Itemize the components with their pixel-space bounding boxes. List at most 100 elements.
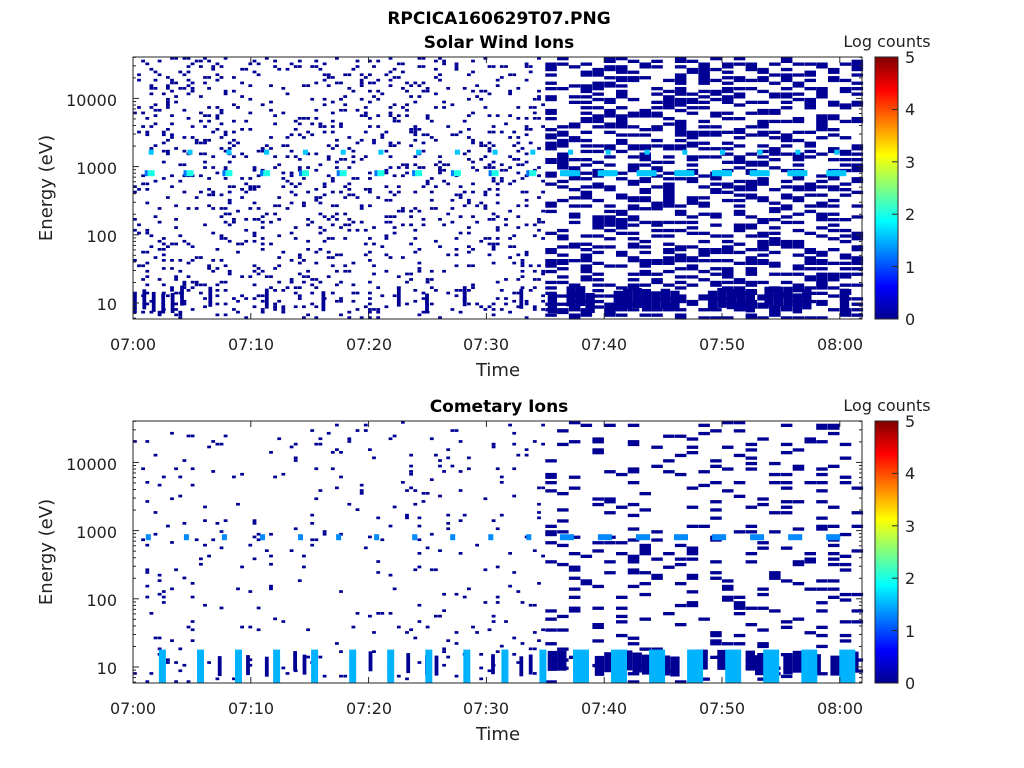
heatmap-cell [828, 426, 840, 430]
heatmap-cell [839, 592, 852, 597]
heatmap-cell [351, 299, 356, 303]
heatmap-cell [359, 158, 364, 161]
heatmap-cell [297, 166, 302, 169]
heatmap-cell [636, 534, 650, 541]
heatmap-cell [604, 500, 616, 504]
heatmap-cell [757, 502, 769, 507]
heatmap-cell [851, 100, 864, 104]
heatmap-cell [368, 614, 372, 618]
heatmap-cell [289, 171, 294, 175]
heatmap-cell [592, 92, 604, 96]
heatmap-cell [311, 649, 319, 683]
heatmap-cell [613, 290, 623, 311]
heatmap-cell [252, 269, 257, 273]
heatmap-cell [528, 141, 533, 145]
heatmap-cell [557, 650, 567, 671]
heatmap-cell [639, 571, 651, 575]
heatmap-cell [780, 579, 793, 583]
heatmap-cell [158, 649, 166, 683]
heatmap-cell [616, 106, 628, 110]
heatmap-cell [194, 207, 199, 210]
heatmap-cell [392, 294, 397, 298]
heatmap-cell [161, 590, 166, 593]
heatmap-cell [757, 76, 769, 80]
heatmap-cell [236, 299, 240, 303]
heatmap-cell [208, 286, 213, 307]
heatmap-cell [804, 552, 816, 556]
heatmap-cell [178, 669, 183, 673]
x-tick-label: 07:00 [110, 335, 156, 354]
heatmap-cell [745, 292, 755, 313]
heatmap-cell [568, 283, 581, 287]
heatmap-cell [322, 532, 327, 536]
heatmap-cell [157, 59, 162, 63]
heatmap-cell [409, 464, 413, 468]
heatmap-cell [219, 76, 224, 79]
heatmap-cell [839, 103, 852, 107]
heatmap-cell [219, 234, 224, 238]
heatmap-cell [495, 182, 500, 186]
heatmap-cell [149, 672, 154, 675]
heatmap-cell [269, 275, 273, 278]
heatmap-cell [491, 654, 495, 675]
heatmap-cell [604, 144, 616, 148]
heatmap-cell [651, 87, 663, 91]
heatmap-cell [828, 505, 840, 509]
heatmap-cell [219, 237, 224, 240]
heatmap-cell [604, 147, 616, 151]
heatmap-cell [557, 185, 569, 189]
heatmap-cell [828, 218, 840, 222]
heatmap-cell [285, 672, 290, 675]
heatmap-cell [335, 269, 339, 273]
heatmap-cell [252, 59, 257, 63]
heatmap-cell [524, 190, 529, 194]
heatmap-cell [616, 595, 628, 599]
heatmap-cell [145, 133, 150, 137]
heatmap-cell [491, 248, 496, 251]
heatmap-cell [240, 67, 244, 71]
heatmap-cell [434, 655, 439, 676]
heatmap-cell [442, 59, 446, 63]
heatmap-cell [674, 177, 687, 181]
heatmap-cell [302, 259, 306, 262]
heatmap-cell [141, 538, 145, 542]
heatmap-cell [487, 147, 492, 150]
heatmap-cell [804, 267, 816, 271]
heatmap-cell [745, 193, 758, 197]
heatmap-cell [330, 177, 335, 180]
heatmap-cell [417, 248, 422, 251]
heatmap-cell [792, 212, 805, 216]
heatmap-cell [757, 218, 769, 222]
heatmap-cell [491, 261, 496, 265]
heatmap-cell [178, 494, 183, 498]
heatmap-cell [318, 437, 323, 441]
heatmap-cell [462, 286, 467, 307]
heatmap-cell [769, 511, 781, 515]
heatmap-cell [804, 278, 816, 282]
heatmap-cell [384, 198, 389, 202]
heatmap-cell [792, 245, 805, 249]
heatmap-cell [745, 267, 758, 271]
heatmap-cell [698, 294, 710, 298]
heatmap-cell [545, 95, 557, 99]
heatmap-cell [722, 445, 734, 449]
heatmap-cell [438, 494, 442, 498]
heatmap-cell [816, 302, 828, 306]
heatmap-cell [839, 253, 852, 257]
heatmap-cell [580, 89, 593, 94]
heatmap-cell [339, 451, 343, 454]
heatmap-cell [166, 661, 170, 664]
heatmap-cell [401, 421, 405, 424]
heatmap-cell [388, 78, 393, 82]
heatmap-cell [495, 601, 500, 604]
heatmap-cell [616, 92, 628, 96]
heatmap-cell [351, 283, 356, 287]
heatmap-cell [604, 308, 616, 312]
heatmap-cell [302, 170, 309, 177]
heatmap-cell [446, 655, 451, 659]
heatmap-cell [219, 207, 224, 210]
heatmap-cell [289, 549, 294, 552]
heatmap-cell [322, 103, 327, 107]
heatmap-cell [425, 114, 430, 117]
heatmap-cell [368, 125, 372, 128]
